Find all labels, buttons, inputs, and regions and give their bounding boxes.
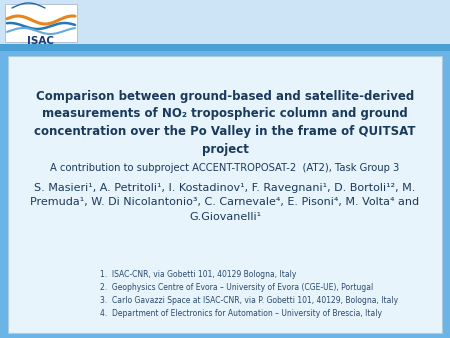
- Text: 2.  Geophysics Centre of Evora – University of Evora (CGE-UE), Portugal: 2. Geophysics Centre of Evora – Universi…: [100, 283, 373, 292]
- Bar: [5, 4, 77, 42]
- Text: S. Masieri¹, A. Petritoli¹, I. Kostadinov¹, F. Ravegnani¹, D. Bortoli¹², M.
Prem: S. Masieri¹, A. Petritoli¹, I. Kostadino…: [31, 183, 419, 222]
- Bar: [8, 56, 442, 333]
- Text: ISAC: ISAC: [27, 36, 54, 46]
- Bar: [0, 0, 450, 44]
- Text: A contribution to subproject ACCENT-TROPOSAT-2  (AT2), Task Group 3: A contribution to subproject ACCENT-TROP…: [50, 163, 400, 173]
- Text: 1.  ISAC-CNR, via Gobetti 101, 40129 Bologna, Italy: 1. ISAC-CNR, via Gobetti 101, 40129 Bolo…: [100, 270, 297, 279]
- Text: 3.  Carlo Gavazzi Space at ISAC-CNR, via P. Gobetti 101, 40129, Bologna, Italy: 3. Carlo Gavazzi Space at ISAC-CNR, via …: [100, 296, 398, 305]
- Bar: [0, 44, 450, 51]
- Text: 4.  Department of Electronics for Automation – University of Brescia, Italy: 4. Department of Electronics for Automat…: [100, 309, 382, 318]
- Text: Comparison between ground-based and satellite-derived
measurements of NO₂ tropos: Comparison between ground-based and sate…: [34, 90, 416, 155]
